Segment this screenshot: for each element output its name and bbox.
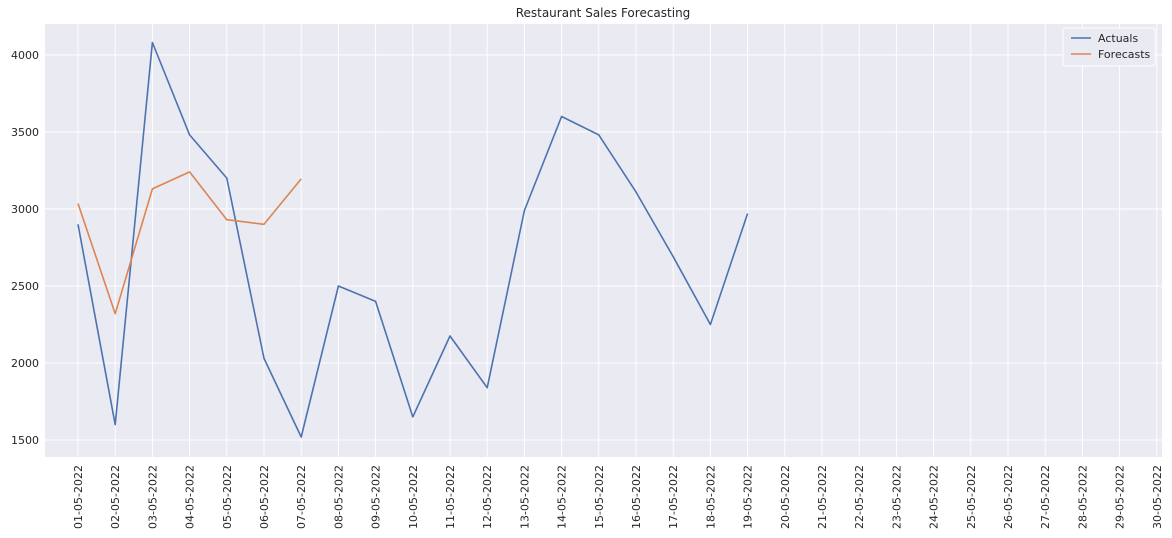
x-tick-label: 11-05-2022 <box>444 465 457 529</box>
x-tick-label: 28-05-2022 <box>1076 465 1089 529</box>
x-tick-label: 20-05-2022 <box>779 465 792 529</box>
y-tick-label: 4000 <box>11 49 39 62</box>
y-tick-label: 3500 <box>11 126 39 139</box>
x-tick-label: 21-05-2022 <box>816 465 829 529</box>
x-tick-label: 26-05-2022 <box>1002 465 1015 529</box>
series-line-forecasts <box>77 171 302 315</box>
x-tick-label: 13-05-2022 <box>518 465 531 529</box>
legend-label-actuals: Actuals <box>1098 32 1138 45</box>
x-tick-label: 16-05-2022 <box>630 465 643 529</box>
x-tick-label: 24-05-2022 <box>928 465 941 529</box>
chart-title: Restaurant Sales Forecasting <box>516 6 691 20</box>
x-tick-label: 22-05-2022 <box>853 465 866 529</box>
x-tick-label: 08-05-2022 <box>332 465 345 529</box>
x-tick-label: 19-05-2022 <box>742 465 755 529</box>
x-tick-label: 18-05-2022 <box>704 465 717 529</box>
x-tick-label: 27-05-2022 <box>1039 465 1052 529</box>
grid <box>45 24 1162 457</box>
y-tick-label: 3000 <box>11 203 39 216</box>
series-lines <box>77 41 749 438</box>
x-tick-label: 15-05-2022 <box>593 465 606 529</box>
x-tick-label: 09-05-2022 <box>370 465 383 529</box>
x-axis-ticks: 01-05-2022 02-05-2022 03-05-2022 04-05-2022… <box>72 465 1164 529</box>
x-tick-label: 12-05-2022 <box>481 465 494 529</box>
x-tick-label: 07-05-2022 <box>295 465 308 529</box>
x-tick-label: 30-05-2022 <box>1151 465 1164 529</box>
plot-area <box>45 24 1162 457</box>
series-line-actuals <box>77 41 749 438</box>
legend-label-forecasts: Forecasts <box>1098 48 1151 61</box>
x-tick-label: 02-05-2022 <box>109 465 122 529</box>
legend: Actuals Forecasts <box>1062 27 1156 67</box>
y-axis-ticks: 1500 2000 2500 3000 3500 4000 <box>11 49 39 447</box>
x-tick-label: 25-05-2022 <box>965 465 978 529</box>
x-tick-label: 04-05-2022 <box>184 465 197 529</box>
x-tick-label: 10-05-2022 <box>407 465 420 529</box>
x-tick-label: 06-05-2022 <box>258 465 271 529</box>
y-tick-label: 2500 <box>11 280 39 293</box>
x-tick-label: 01-05-2022 <box>72 465 85 529</box>
y-tick-label: 1500 <box>11 434 39 447</box>
y-tick-label: 2000 <box>11 357 39 370</box>
x-tick-label: 03-05-2022 <box>146 465 159 529</box>
x-tick-label: 17-05-2022 <box>667 465 680 529</box>
x-tick-label: 14-05-2022 <box>556 465 569 529</box>
x-tick-label: 05-05-2022 <box>221 465 234 529</box>
x-tick-label: 29-05-2022 <box>1114 465 1127 529</box>
x-tick-label: 23-05-2022 <box>890 465 903 529</box>
